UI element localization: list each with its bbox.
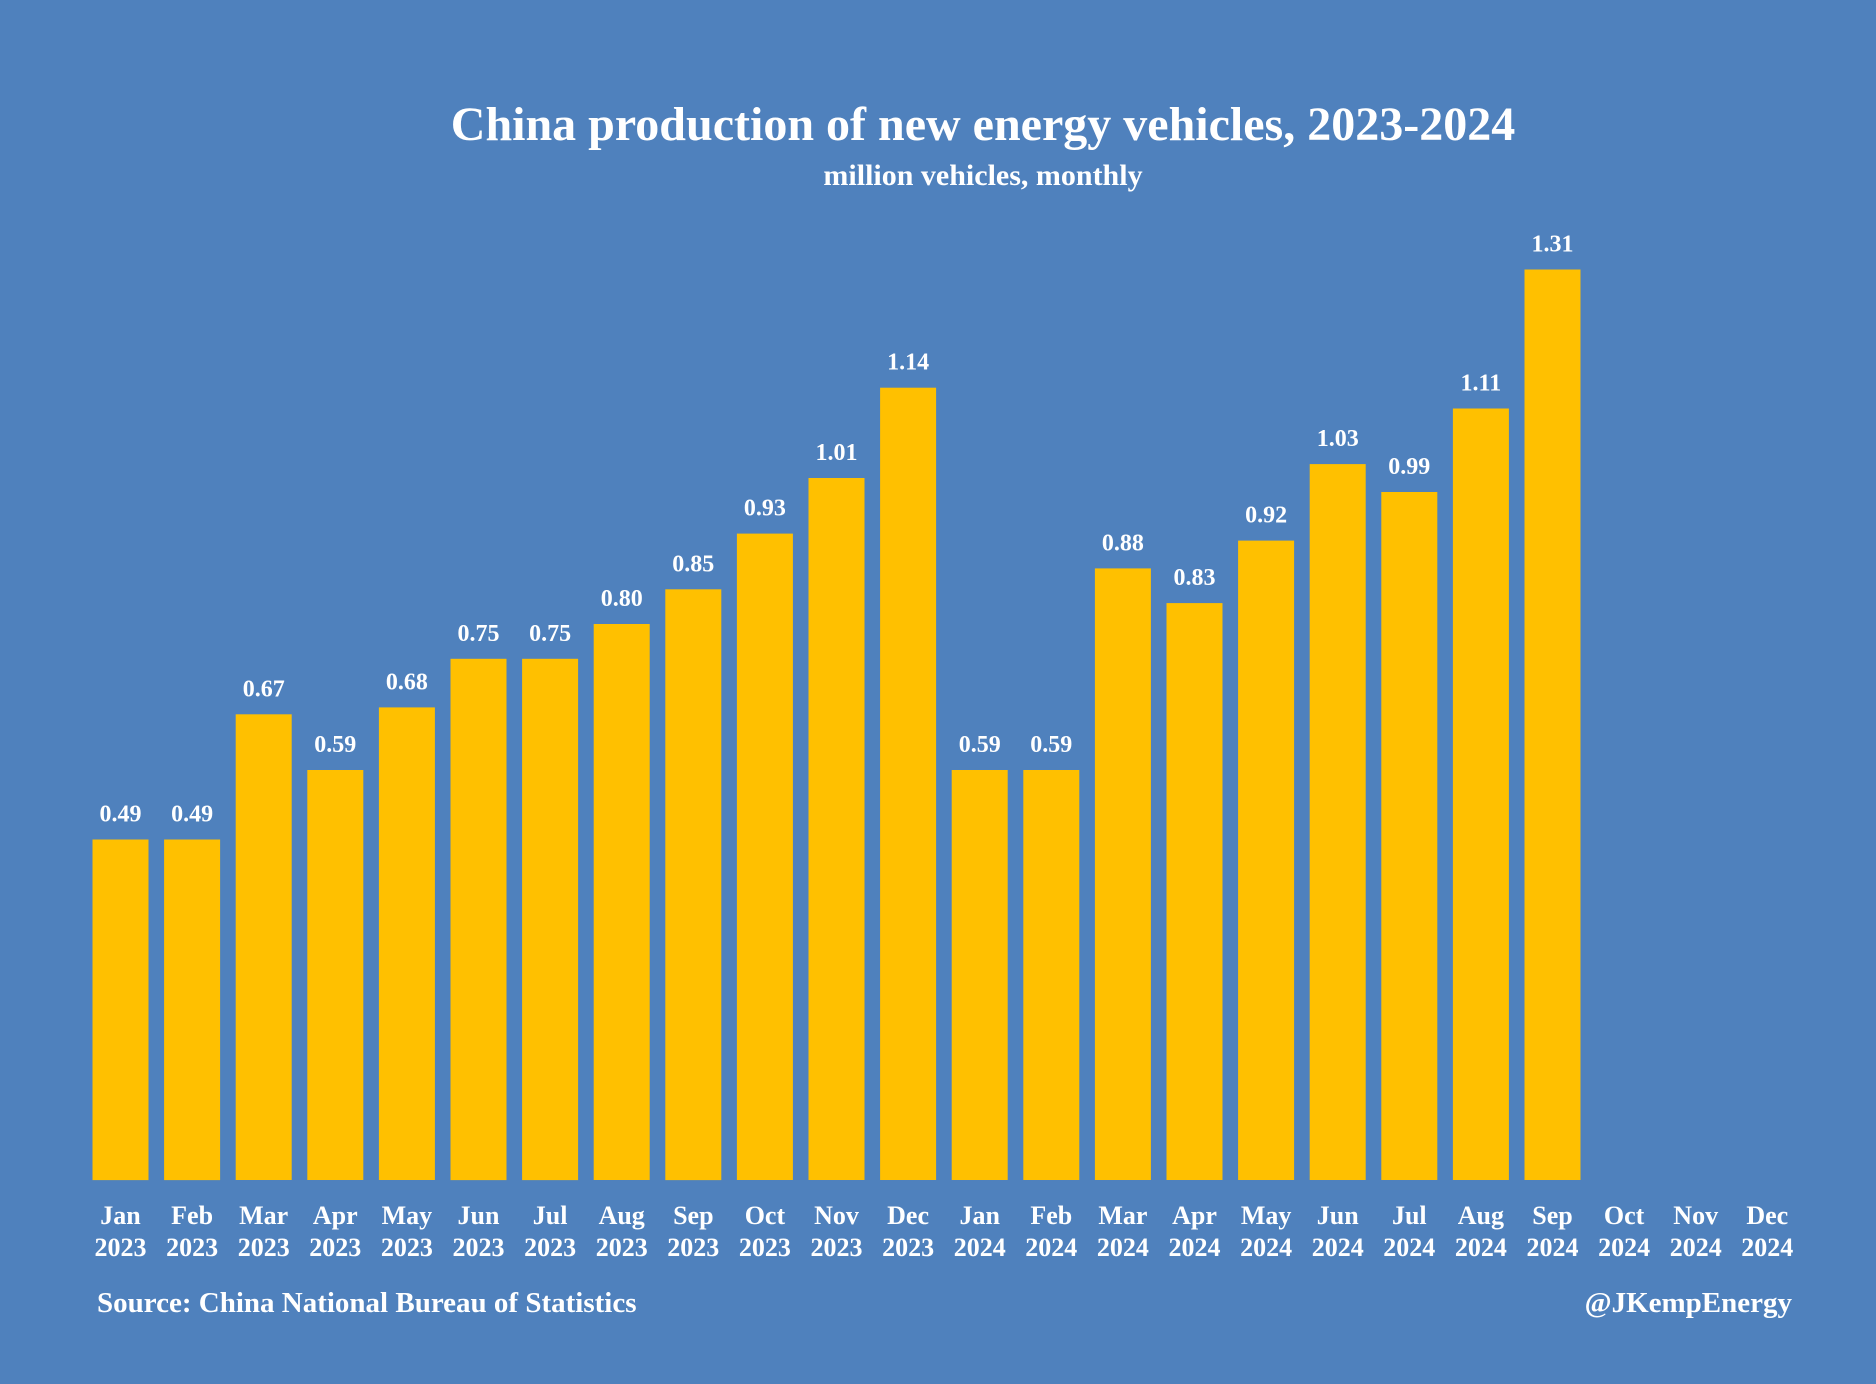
x-tick-label-year: 2023 <box>166 1233 218 1262</box>
data-label: 0.75 <box>458 621 500 647</box>
data-label: 0.92 <box>1245 503 1287 529</box>
bar-sep-2024 <box>1524 269 1581 1180</box>
x-tick-label-month: Jun <box>458 1201 500 1230</box>
x-tick-label-year: 2024 <box>1741 1233 1793 1262</box>
bar-may-2024 <box>1238 540 1295 1180</box>
data-label: 0.93 <box>744 496 786 522</box>
x-tick-label-month: Dec <box>887 1201 929 1230</box>
data-label: 0.80 <box>601 586 643 612</box>
data-label: 0.83 <box>1174 565 1216 591</box>
bar-feb-2024 <box>1023 770 1080 1180</box>
x-tick-label-month: Aug <box>1458 1201 1504 1230</box>
bar-mar-2024 <box>1094 568 1151 1180</box>
data-label: 1.03 <box>1317 426 1359 452</box>
bar-feb-2023 <box>164 839 221 1181</box>
x-tick-label-month: Feb <box>171 1201 213 1230</box>
bars-group <box>92 269 1581 1181</box>
bar-jun-2023 <box>450 658 507 1181</box>
x-tick-label-month: Oct <box>1604 1201 1645 1230</box>
x-tick-label-year: 2023 <box>309 1233 361 1262</box>
chart-subtitle: million vehicles, monthly <box>823 159 1143 192</box>
x-tick-label-year: 2024 <box>954 1233 1006 1262</box>
x-tick-label-month: Jul <box>1392 1201 1427 1230</box>
x-tick-label-year: 2024 <box>1025 1233 1077 1262</box>
bar-jan-2023 <box>92 839 149 1181</box>
x-tick-label-month: Oct <box>745 1201 786 1230</box>
x-tick-label-year: 2023 <box>667 1233 719 1262</box>
bar-aug-2024 <box>1452 408 1509 1180</box>
source-note: Source: China National Bureau of Statist… <box>97 1287 637 1319</box>
data-label: 0.99 <box>1388 454 1430 480</box>
x-tick-label-month: Aug <box>599 1201 645 1230</box>
bar-jul-2024 <box>1381 492 1438 1180</box>
bar-jun-2024 <box>1309 464 1366 1181</box>
bar-jan-2024 <box>951 770 1008 1180</box>
chart-title: China production of new energy vehicles,… <box>450 98 1516 151</box>
data-label: 0.88 <box>1102 530 1144 556</box>
x-tick-label-year: 2024 <box>1527 1233 1579 1262</box>
bar-may-2023 <box>378 707 435 1180</box>
x-tick-label-year: 2024 <box>1383 1233 1435 1262</box>
data-label: 0.75 <box>529 621 571 647</box>
data-label: 0.59 <box>959 732 1001 758</box>
x-tick-label-year: 2024 <box>1670 1233 1722 1262</box>
credit-note: @JKempEnergy <box>1584 1287 1792 1319</box>
bar-aug-2023 <box>593 624 650 1180</box>
x-tick-label-year: 2023 <box>739 1233 791 1262</box>
data-label: 0.59 <box>1030 732 1072 758</box>
x-tick-label-month: Apr <box>313 1201 358 1230</box>
data-label: 0.49 <box>171 802 213 828</box>
bar-dec-2023 <box>880 387 937 1180</box>
data-label: 0.68 <box>386 669 428 695</box>
x-tick-label-year: 2024 <box>1598 1233 1650 1262</box>
x-tick-label-month: May <box>1241 1201 1292 1230</box>
x-tick-label-year: 2023 <box>453 1233 505 1262</box>
bar-oct-2023 <box>736 533 793 1180</box>
x-tick-label-month: Nov <box>1673 1201 1718 1230</box>
bar-nov-2023 <box>808 478 865 1180</box>
x-tick-label-year: 2024 <box>1240 1233 1292 1262</box>
x-axis-labels-group: Jan 2023 Feb 2023 Mar 2023 Apr 2023 May 2023 Jun 20… <box>95 1201 1794 1262</box>
x-tick-label-month: Nov <box>814 1201 859 1230</box>
x-tick-label-month: Jul <box>533 1201 568 1230</box>
bar-apr-2024 <box>1166 603 1223 1180</box>
x-tick-label-month: Dec <box>1746 1201 1788 1230</box>
x-tick-label-month: Apr <box>1172 1201 1217 1230</box>
bar-sep-2023 <box>665 589 722 1181</box>
x-tick-label-year: 2023 <box>596 1233 648 1262</box>
data-label: 1.01 <box>816 440 858 466</box>
data-label: 0.67 <box>243 676 285 702</box>
x-tick-label-month: Mar <box>239 1201 288 1230</box>
x-tick-label-month: Feb <box>1030 1201 1072 1230</box>
x-tick-label-month: Sep <box>673 1201 713 1230</box>
x-tick-label-year: 2024 <box>1312 1233 1364 1262</box>
x-tick-label-year: 2024 <box>1097 1233 1149 1262</box>
x-tick-label-month: Jun <box>1317 1201 1359 1230</box>
data-label: 1.31 <box>1532 232 1574 258</box>
x-tick-label-month: Jan <box>100 1201 141 1230</box>
x-tick-label-year: 2023 <box>882 1233 934 1262</box>
x-tick-label-month: Jan <box>959 1201 1000 1230</box>
x-tick-label-year: 2023 <box>811 1233 863 1262</box>
data-label: 1.11 <box>1461 371 1502 397</box>
x-tick-label-year: 2023 <box>95 1233 147 1262</box>
bar-apr-2023 <box>307 770 364 1180</box>
data-labels-group: 0.49 0.49 0.67 0.59 0.68 0.75 0.75 0.80 0.85 0.93… <box>100 232 1574 828</box>
x-tick-label-year: 2024 <box>1455 1233 1507 1262</box>
data-label: 0.59 <box>314 732 356 758</box>
x-tick-label-month: May <box>382 1201 433 1230</box>
bar-jul-2023 <box>522 658 579 1181</box>
x-tick-label-year: 2023 <box>524 1233 576 1262</box>
data-label: 0.85 <box>672 551 714 577</box>
x-tick-label-year: 2024 <box>1169 1233 1221 1262</box>
x-tick-label-month: Sep <box>1532 1201 1572 1230</box>
x-tick-label-year: 2023 <box>238 1233 290 1262</box>
x-tick-label-year: 2023 <box>381 1233 433 1262</box>
data-label: 0.49 <box>100 802 142 828</box>
data-label: 1.14 <box>887 350 929 376</box>
bar-mar-2023 <box>235 714 292 1180</box>
x-tick-label-month: Mar <box>1098 1201 1147 1230</box>
